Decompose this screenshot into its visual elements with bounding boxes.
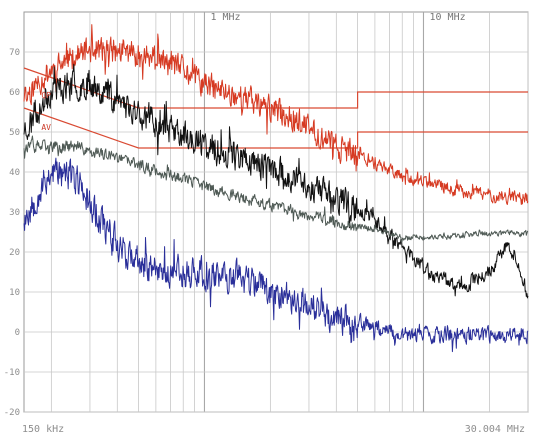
y-tick-label: 60 (9, 88, 20, 98)
series-line-4 (23, 157, 529, 353)
y-tick-label: 40 (9, 168, 20, 178)
series-line-3 (23, 135, 529, 243)
limit-line-qp (23, 67, 528, 109)
series-line-1 (23, 24, 529, 205)
y-tick-label: 20 (9, 248, 20, 258)
limit-lines (23, 67, 528, 149)
limit-label: AV (41, 123, 51, 132)
y-tick-label: 30 (9, 208, 20, 218)
y-tick-label: 0 (15, 328, 20, 338)
x-decade-label: 1 MHz (210, 12, 240, 23)
series-lines (23, 24, 529, 353)
y-tick-label: 70 (9, 48, 20, 58)
y-tick-label: 50 (9, 128, 20, 138)
x-axis-end-label: 30.004 MHz (465, 424, 525, 435)
limit-label: QP (41, 91, 51, 100)
y-tick-label: 10 (9, 288, 20, 298)
y-tick-label: -20 (4, 408, 20, 418)
axis-labels: -20 -10 0 10 20 30 40 50 60 70 1 MHz 10 MHz QP AV (4, 12, 466, 418)
x-decade-label: 10 MHz (429, 12, 465, 23)
series-line-2 (23, 63, 529, 299)
x-axis-start-label: 150 kHz (22, 424, 64, 435)
y-tick-label: -10 (4, 368, 20, 378)
limit-line-av (23, 107, 528, 149)
